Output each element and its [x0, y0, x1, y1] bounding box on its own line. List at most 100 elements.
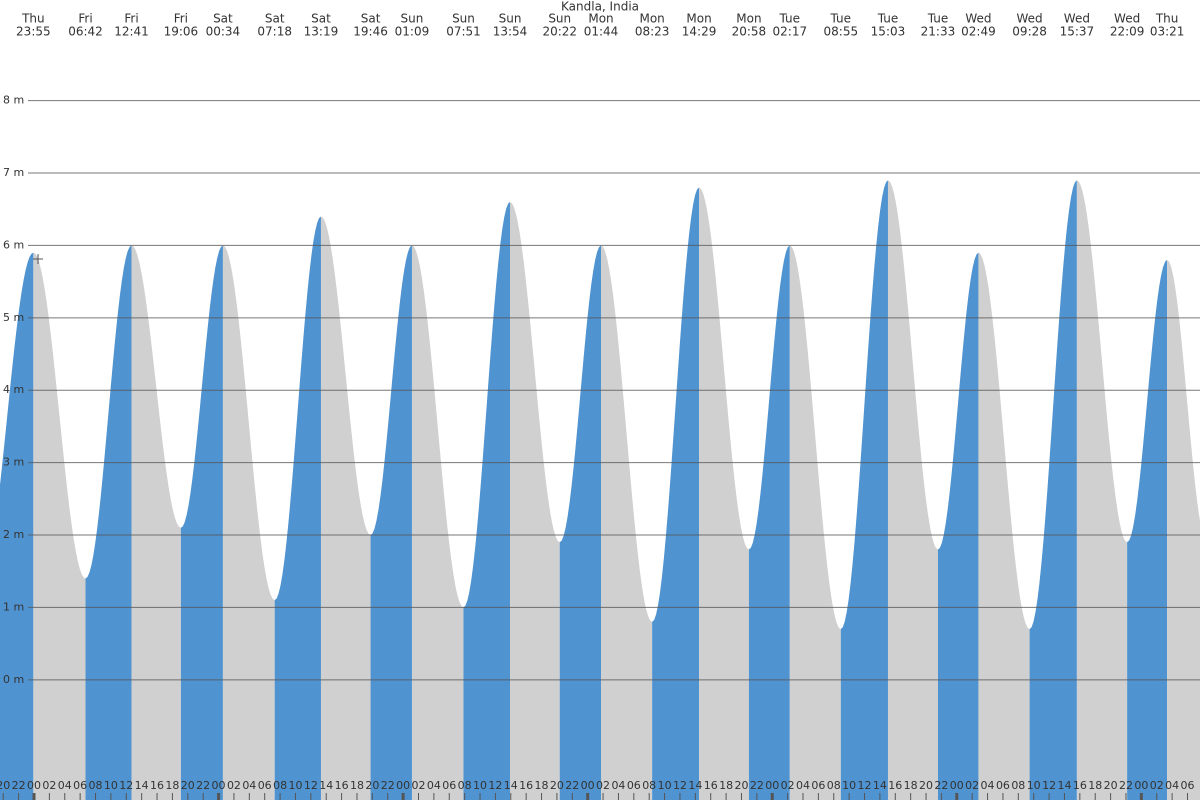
extreme-day: Tue [779, 12, 801, 26]
extreme-day: Tue [830, 12, 852, 26]
x-tick-label: 18 [719, 779, 733, 792]
falling-area [978, 252, 1030, 800]
extreme-day: Wed [1064, 12, 1090, 26]
x-tick-label: 02 [227, 779, 241, 792]
x-tick-label: 02 [781, 779, 795, 792]
cursor [33, 254, 43, 264]
x-tick-label: 04 [427, 779, 441, 792]
x-tick-label: 12 [304, 779, 318, 792]
extreme-time: 02:49 [961, 25, 996, 39]
falling-area [33, 252, 86, 800]
rising-area [1127, 259, 1168, 800]
extreme-time: 01:44 [584, 25, 619, 39]
x-tick-label: 04 [58, 779, 72, 792]
falling-area [887, 180, 938, 800]
extreme-time: 14:29 [682, 25, 717, 39]
x-tick-label: 18 [165, 779, 179, 792]
falling-area [131, 245, 181, 800]
extreme-day: Wed [1017, 12, 1043, 26]
extreme-time: 08:23 [635, 25, 670, 39]
x-tick-label: 12 [119, 779, 133, 792]
extreme-time: 13:19 [304, 25, 339, 39]
extreme-day: Mon [639, 12, 664, 26]
y-tick-label: 7 m [3, 166, 24, 179]
x-tick-label: 08 [827, 779, 841, 792]
x-tick-label: 18 [535, 779, 549, 792]
y-tick-label: 0 m [3, 673, 24, 686]
x-tick-label: 22 [1119, 779, 1133, 792]
x-tick-label: 14 [688, 779, 702, 792]
y-tick-label: 2 m [3, 528, 24, 541]
y-tick-label: 4 m [3, 383, 24, 396]
extreme-time: 07:18 [257, 25, 292, 39]
tide-fills [0, 180, 1200, 800]
x-tick-label: 14 [135, 779, 149, 792]
x-tick-label: 10 [1027, 779, 1041, 792]
extreme-day: Sun [548, 12, 571, 26]
extreme-day: Sat [361, 12, 381, 26]
rising-area [180, 245, 223, 800]
x-tick-label: 22 [196, 779, 210, 792]
extreme-day: Wed [1114, 12, 1140, 26]
extreme-time: 19:46 [353, 25, 388, 39]
x-tick-label: 00 [765, 779, 779, 792]
extreme-time: 15:37 [1060, 25, 1095, 39]
extreme-time: 20:58 [732, 25, 767, 39]
x-tick-label: 12 [488, 779, 502, 792]
x-tick-label: 08 [273, 779, 287, 792]
x-tick-label: 00 [396, 779, 410, 792]
x-tick-label: 16 [150, 779, 164, 792]
x-tick-label: 00 [212, 779, 226, 792]
x-tick-label: 02 [596, 779, 610, 792]
x-tick-label: 14 [319, 779, 333, 792]
falling-area [601, 245, 653, 800]
extreme-day: Tue [927, 12, 949, 26]
extreme-day: Sun [401, 12, 424, 26]
x-tick-label: 22 [12, 779, 26, 792]
y-tick-label: 6 m [3, 238, 24, 251]
x-tick-label: 06 [442, 779, 456, 792]
extreme-time: 23:55 [16, 25, 51, 39]
extreme-time: 00:34 [206, 25, 241, 39]
x-tick-label: 00 [581, 779, 595, 792]
falling-area [789, 245, 841, 800]
x-tick-label: 00 [27, 779, 41, 792]
grid [28, 100, 1200, 681]
x-tick-label: 20 [365, 779, 379, 792]
x-tick-label: 02 [1150, 779, 1164, 792]
extreme-time: 21:33 [921, 25, 956, 39]
y-tick-label: 8 m [3, 94, 24, 107]
falling-area [699, 187, 749, 800]
falling-area [1076, 180, 1128, 800]
rising-area [0, 252, 34, 800]
x-tick-label: 22 [934, 779, 948, 792]
rising-area [652, 187, 700, 800]
extreme-day: Mon [736, 12, 761, 26]
extreme-time: 15:03 [871, 25, 906, 39]
extreme-time: 22:09 [1110, 25, 1145, 39]
x-tick-label: 10 [288, 779, 302, 792]
x-tick-label: 06 [627, 779, 641, 792]
extreme-time: 08:55 [824, 25, 859, 39]
x-tick-label: 08 [89, 779, 103, 792]
rising-area [840, 180, 888, 800]
extreme-day: Mon [686, 12, 711, 26]
x-tick-label: 14 [504, 779, 518, 792]
extreme-day: Sun [452, 12, 475, 26]
x-tick-label: 20 [181, 779, 195, 792]
x-tick-label: 16 [335, 779, 349, 792]
x-tick-label: 22 [565, 779, 579, 792]
x-tick-label: 20 [734, 779, 748, 792]
x-tick-label: 02 [965, 779, 979, 792]
x-tick-label: 04 [611, 779, 625, 792]
x-tick-label: 06 [996, 779, 1010, 792]
x-tick-label: 08 [458, 779, 472, 792]
x-tick-label: 18 [350, 779, 364, 792]
rising-area [85, 245, 132, 800]
x-tick-label: 12 [673, 779, 687, 792]
extreme-time: 07:51 [446, 25, 481, 39]
rising-area [1029, 180, 1077, 800]
extreme-day: Sat [311, 12, 331, 26]
extreme-day: Sat [213, 12, 233, 26]
